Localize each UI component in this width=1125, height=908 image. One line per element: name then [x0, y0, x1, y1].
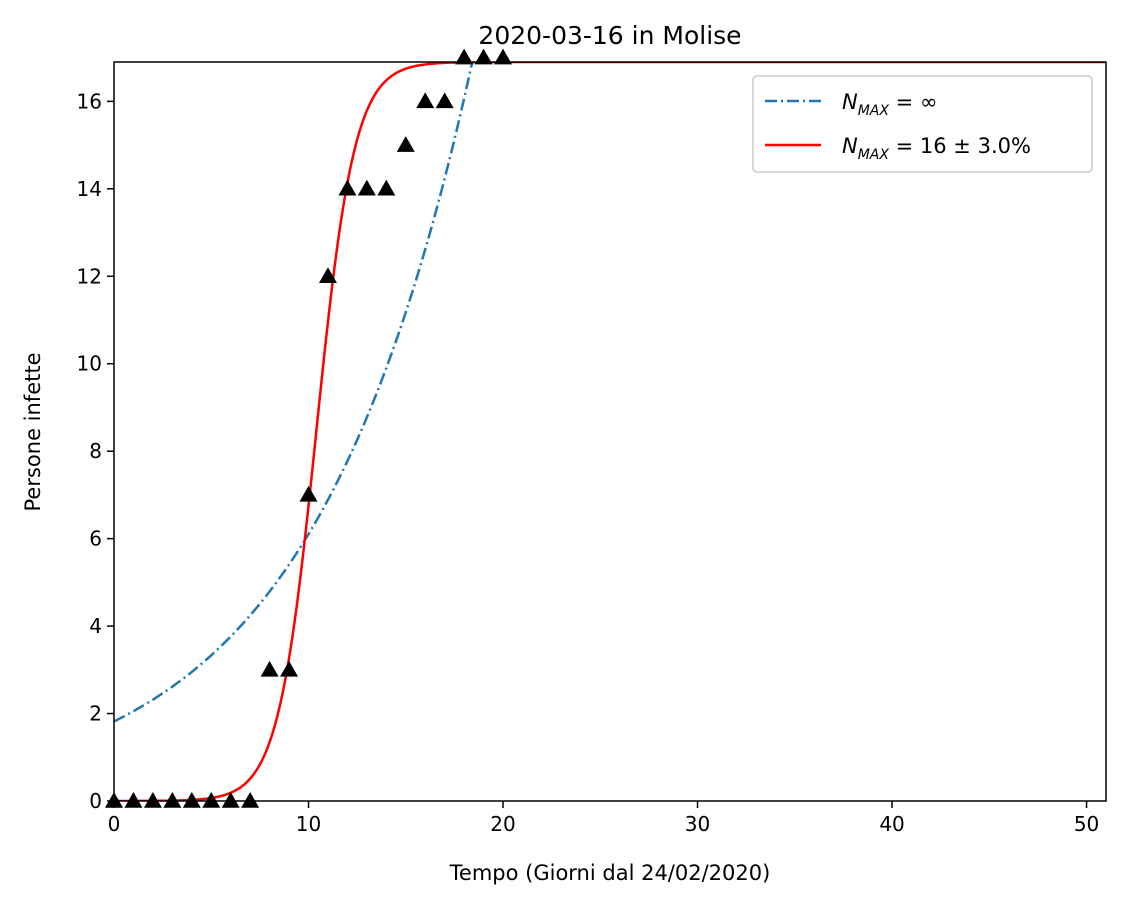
x-tick-label: 50 — [1074, 812, 1099, 836]
observed-point — [474, 48, 493, 65]
observed-point — [455, 48, 474, 65]
legend: NMAX = ∞ NMAX = 16 ± 3.0% — [752, 75, 1093, 173]
observed-markers — [105, 48, 513, 808]
x-axis-ticks: 0 10 20 30 40 50 — [108, 801, 1099, 836]
y-axis-ticks: 0 2 4 6 8 10 12 14 16 — [77, 89, 114, 813]
observed-point — [221, 792, 240, 808]
observed-point — [280, 660, 299, 677]
observed-point — [338, 179, 357, 196]
observed-point — [318, 267, 337, 284]
y-tick-label: 16 — [77, 89, 102, 113]
x-tick-label: 0 — [108, 812, 121, 836]
x-tick-label: 40 — [879, 812, 904, 836]
observed-point — [416, 92, 435, 109]
legend-entry-exponential: NMAX = ∞ — [842, 90, 937, 119]
y-tick-label: 0 — [89, 789, 102, 813]
observed-point — [143, 792, 162, 808]
observed-point — [202, 792, 221, 808]
x-tick-label: 20 — [490, 812, 515, 836]
observed-point — [435, 92, 454, 109]
legend-entry-logistic: NMAX = 16 ± 3.0% — [842, 134, 1031, 163]
x-tick-label: 10 — [296, 812, 321, 836]
chart-title: 2020-03-16 in Molise — [478, 21, 741, 50]
exponential-fit-line — [114, 62, 474, 723]
observed-point — [241, 792, 260, 808]
y-tick-label: 10 — [77, 352, 102, 376]
observed-point — [163, 792, 182, 808]
observed-point — [182, 792, 201, 808]
x-axis-label: Tempo (Giorni dal 24/02/2020) — [449, 861, 771, 885]
observed-point — [377, 179, 396, 196]
y-tick-label: 6 — [89, 527, 102, 551]
y-axis-label: Persone infette — [21, 352, 45, 511]
legend-box — [752, 75, 1093, 173]
fit-curves — [114, 62, 1106, 801]
x-tick-label: 30 — [685, 812, 710, 836]
observed-point — [357, 179, 376, 196]
observed-point — [124, 792, 143, 808]
logistic-fit-line — [114, 62, 1106, 801]
y-tick-label: 12 — [77, 264, 102, 288]
y-tick-label: 2 — [89, 702, 102, 726]
observed-point — [260, 660, 279, 677]
y-tick-label: 8 — [89, 439, 102, 463]
y-tick-label: 4 — [89, 614, 102, 638]
observed-point — [494, 48, 513, 65]
observed-point — [396, 136, 415, 152]
observed-point — [299, 485, 318, 502]
plot-frame — [113, 61, 1107, 802]
y-tick-label: 14 — [77, 177, 102, 201]
